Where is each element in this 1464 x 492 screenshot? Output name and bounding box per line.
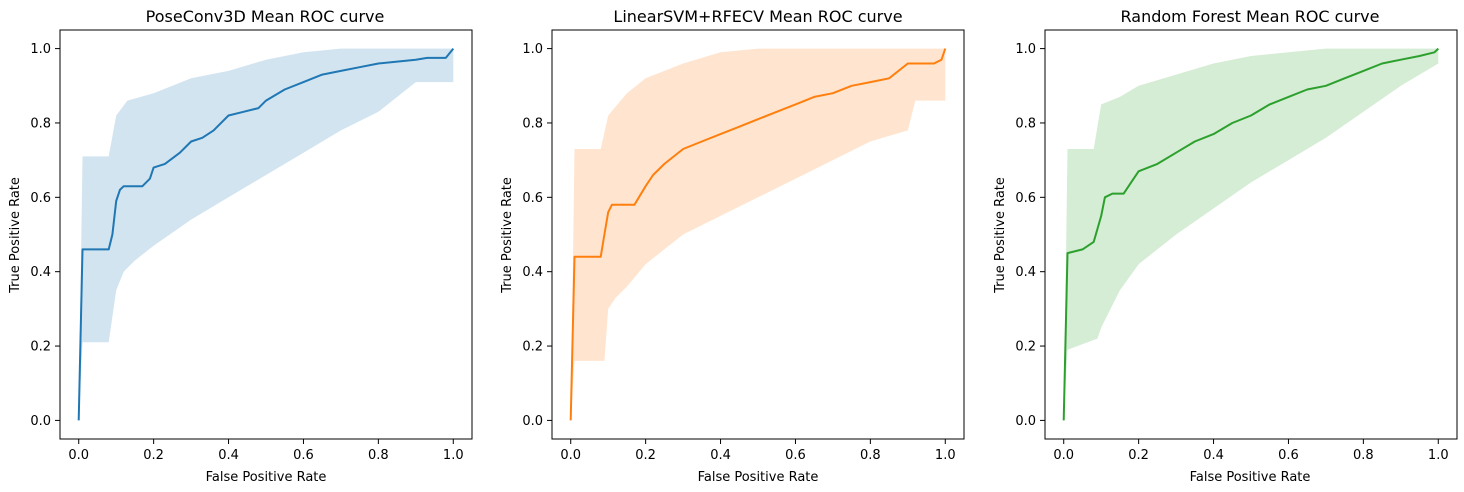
x-tick-label: 0.6 [1278,448,1299,463]
y-tick-label: 0.4 [522,265,543,280]
y-tick-label: 0.6 [1015,191,1036,206]
y-tick-label: 0.4 [30,265,51,280]
x-tick-label: 0.8 [860,448,881,463]
confidence-band [570,48,946,421]
y-tick-label: 0.2 [30,340,51,355]
mean-roc-line [569,48,947,421]
x-axis-ticks: 0.0 0.2 0.4 0.6 0.8 1.0 [1053,439,1449,463]
y-axis-ticks: 0.0 0.2 0.4 0.6 0.8 1.0 [522,42,552,429]
x-tick-label: 0.0 [68,448,89,463]
y-tick-label: 0.2 [522,340,543,355]
mean-roc-line [1062,47,1439,421]
confidence-band [78,48,454,421]
y-axis-ticks: 0.0 0.2 0.4 0.6 0.8 1.0 [1015,42,1045,429]
x-tick-label: 1.0 [443,448,464,463]
chart-title: PoseConv3D Mean ROC curve [146,7,385,26]
y-tick-label: 0.4 [1015,265,1036,280]
chart-poseconv3d: PoseConv3D Mean ROC curve 0.0 0.2 0.4 0.6 0.… [8,7,473,485]
x-tick-label: 0.2 [635,448,656,463]
x-axis-ticks: 0.0 0.2 0.4 0.6 0.8 1.0 [68,439,464,463]
x-tick-label: 1.0 [935,448,956,463]
y-tick-label: 1.0 [522,42,543,57]
y-tick-label: 1.0 [1015,42,1036,57]
x-tick-label: 0.0 [560,448,581,463]
x-tick-label: 0.4 [1203,448,1224,463]
y-tick-label: 0.0 [1015,414,1036,429]
y-axis-label: True Positive Rate [993,177,1008,294]
y-tick-label: 0.8 [30,116,51,131]
x-tick-label: 1.0 [1428,448,1449,463]
x-axis-label: False Positive Rate [698,470,819,485]
confidence-band [1063,48,1439,421]
x-tick-label: 0.6 [785,448,806,463]
y-axis-label: True Positive Rate [8,177,23,294]
plot-area [1044,29,1458,440]
x-tick-label: 0.8 [368,448,389,463]
chart-title: Random Forest Mean ROC curve [1121,7,1380,26]
chart-linearsvm-rfecv: LinearSVM+RFECV Mean ROC curve 0.0 0.2 0.4… [500,7,965,485]
y-tick-label: 0.8 [522,116,543,131]
x-tick-label: 0.4 [710,448,731,463]
plot-area [551,29,965,440]
x-axis-label: False Positive Rate [1190,470,1311,485]
x-axis-label: False Positive Rate [206,470,327,485]
x-tick-label: 0.2 [143,448,164,463]
y-tick-label: 0.2 [1015,340,1036,355]
mean-roc-line [77,47,455,421]
x-tick-label: 0.6 [293,448,314,463]
y-axis-ticks: 0.0 0.2 0.4 0.6 0.8 1.0 [30,42,60,429]
y-tick-label: 0.6 [522,191,543,206]
y-tick-label: 0.8 [1015,116,1036,131]
y-tick-label: 0.6 [30,191,51,206]
x-tick-label: 0.4 [218,448,239,463]
plot-area [59,29,473,440]
x-tick-label: 0.2 [1128,448,1149,463]
x-axis-ticks: 0.0 0.2 0.4 0.6 0.8 1.0 [560,439,956,463]
y-axis-label: True Positive Rate [500,177,515,294]
y-tick-label: 1.0 [30,42,51,57]
y-tick-label: 0.0 [522,414,543,429]
x-tick-label: 0.0 [1053,448,1074,463]
x-tick-label: 0.8 [1353,448,1374,463]
y-tick-label: 0.0 [30,414,51,429]
chart-random-forest: Random Forest Mean ROC curve 0.0 0.2 0.4 0.… [993,7,1458,485]
chart-title: LinearSVM+RFECV Mean ROC curve [613,7,902,26]
